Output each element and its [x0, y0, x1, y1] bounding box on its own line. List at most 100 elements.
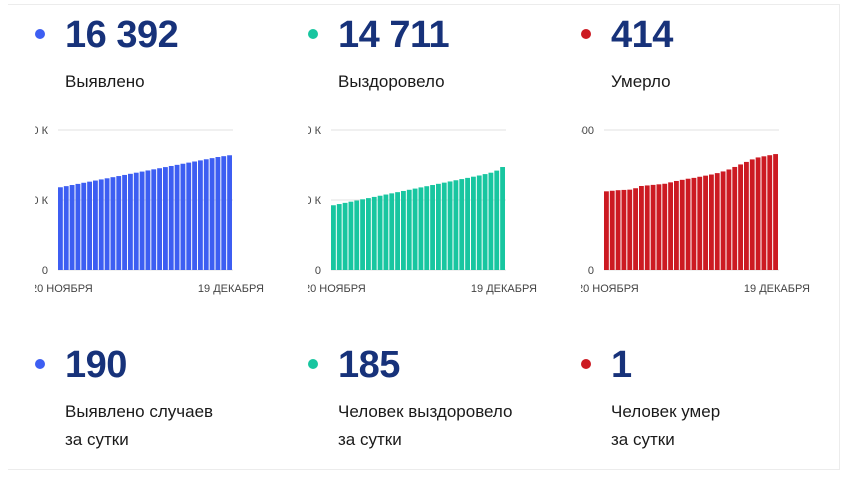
detected-bar	[133, 172, 139, 270]
deaths-bar	[697, 176, 703, 270]
recovered-total-label: Выздоровело	[338, 72, 445, 91]
recovered-bar	[412, 188, 418, 270]
deaths-dot-bottom	[581, 359, 591, 369]
deaths-total-label: Умерло	[611, 72, 671, 91]
recovered-bar	[360, 199, 365, 270]
detected-bar	[104, 178, 110, 270]
detected-bar	[215, 157, 221, 270]
recovered-bar	[366, 198, 371, 270]
detected-total: 16 392	[65, 14, 179, 56]
detected-bar	[93, 180, 98, 270]
recovered-total: 14 711	[338, 14, 450, 56]
deaths-column: 414 Умерло 0 500 20 НОЯБРЯ 19 ДЕКАБРЯ 1 Чел…	[581, 0, 850, 478]
detected-x-start-label: 20 НОЯБРЯ	[35, 283, 93, 295]
deaths-y-tick-label: 0	[588, 265, 594, 277]
detected-bar	[151, 169, 157, 270]
deaths-bar	[644, 185, 650, 270]
deaths-x-start-label: 20 НОЯБРЯ	[581, 283, 639, 295]
recovered-column: 14 711 Выздоровело 0 10 К 20 К 20 НОЯБРЯ 19 …	[308, 0, 578, 478]
recovered-bar	[436, 183, 441, 270]
detected-daily-label-1: Выявлено случаев	[65, 402, 214, 421]
recovered-bar	[471, 176, 476, 270]
deaths-bar	[726, 169, 732, 270]
deaths-bar	[709, 174, 714, 270]
deaths-bar	[720, 171, 726, 270]
deaths-daily-label-2: за сутки	[611, 430, 675, 449]
recovered-bar	[447, 181, 453, 270]
recovered-bar	[430, 185, 435, 270]
deaths-bar	[656, 184, 662, 270]
deaths-bar	[609, 190, 615, 270]
detected-bar	[128, 173, 133, 270]
detected-bar	[110, 177, 116, 270]
deaths-bar	[744, 161, 749, 270]
deaths-bar	[767, 155, 773, 270]
recovered-bar	[494, 170, 500, 270]
deaths-bar	[621, 189, 627, 270]
deaths-chart: 0 500 20 НОЯБРЯ 19 ДЕКАБРЯ	[581, 125, 810, 295]
deaths-bar	[668, 182, 673, 270]
panel-frame	[8, 4, 840, 470]
recovered-bar	[500, 167, 505, 270]
recovered-dot-bottom	[308, 359, 318, 369]
detected-bar	[227, 155, 232, 270]
detected-bar	[116, 176, 122, 270]
recovered-bar	[453, 180, 459, 270]
detected-bar	[145, 170, 151, 270]
detected-bar	[192, 161, 197, 270]
recovered-daily-label-1: Человек выздоровело	[338, 402, 513, 421]
deaths-bar	[662, 183, 668, 270]
deaths-y-tick-label: 500	[581, 125, 594, 137]
deaths-bar	[691, 177, 697, 270]
detected-bar	[122, 174, 127, 270]
detected-bar	[163, 167, 168, 270]
recovered-bar	[336, 204, 342, 270]
detected-y-tick-label: 20 К	[35, 125, 49, 137]
recovered-bar	[331, 205, 336, 270]
recovered-bar	[482, 174, 488, 270]
deaths-bar	[755, 157, 761, 270]
recovered-y-tick-label: 10 К	[308, 195, 322, 207]
detected-bar	[139, 171, 145, 270]
recovered-bar	[418, 187, 424, 270]
deaths-bar	[604, 191, 609, 270]
recovered-bar	[377, 195, 383, 270]
deaths-bar	[738, 164, 743, 270]
detected-total-label: Выявлено	[65, 72, 145, 91]
recovered-daily-label-2: за сутки	[338, 430, 402, 449]
recovered-bar	[395, 192, 400, 270]
deaths-total: 414	[611, 14, 673, 56]
detected-y-tick-label: 0	[42, 265, 48, 277]
deaths-bar	[674, 180, 679, 270]
detected-dot-bottom	[35, 359, 45, 369]
detected-bar	[87, 181, 92, 270]
recovered-bar	[348, 201, 354, 270]
recovered-chart: 0 10 К 20 К 20 НОЯБРЯ 19 ДЕКАБРЯ	[308, 125, 537, 295]
deaths-dot-top	[581, 29, 591, 39]
detected-bar	[157, 168, 162, 270]
detected-bar	[221, 156, 227, 270]
recovered-x-end-label: 19 ДЕКАБРЯ	[471, 283, 537, 295]
deaths-bar	[615, 190, 621, 270]
deaths-bar	[714, 173, 720, 270]
deaths-bar	[639, 186, 644, 270]
recovered-bar	[354, 200, 360, 270]
deaths-bar	[685, 178, 691, 270]
detected-bar	[198, 160, 203, 270]
recovered-bar	[476, 175, 482, 270]
recovered-bar	[488, 172, 494, 270]
recovered-bar	[424, 186, 430, 270]
detected-bar	[203, 159, 209, 270]
recovered-bar	[441, 182, 447, 270]
deaths-bar	[749, 159, 755, 270]
detected-bar	[186, 162, 192, 270]
detected-bar	[180, 163, 186, 270]
detected-chart: 0 10 К 20 К 20 НОЯБРЯ 19 ДЕКАБРЯ	[35, 125, 264, 295]
recovered-bar	[383, 194, 389, 270]
deaths-bar	[773, 154, 778, 270]
recovered-dot-top	[308, 29, 318, 39]
recovered-bar	[342, 202, 348, 270]
recovered-bar	[389, 193, 395, 270]
detected-bar	[63, 186, 69, 270]
detected-bar	[69, 185, 75, 270]
